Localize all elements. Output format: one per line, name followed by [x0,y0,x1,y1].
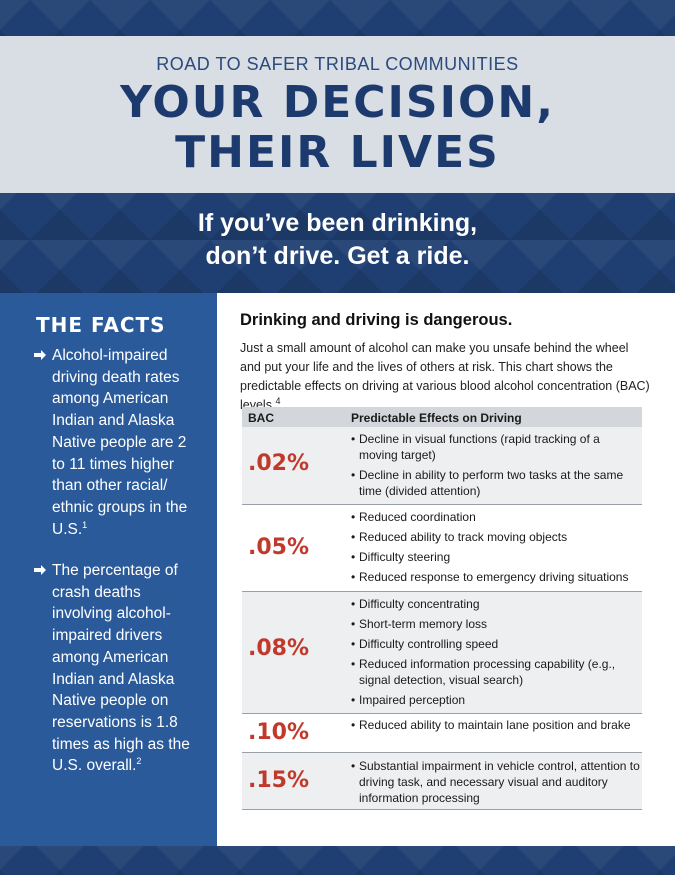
section-heading: Drinking and driving is dangerous. [240,311,513,329]
effect-item: Decline in ability to perform two tasks … [351,467,641,499]
bottom-band [0,846,675,875]
kicker-text: ROAD TO SAFER TRIBAL COMMUNITIES [156,54,519,74]
effect-item: Reduced information processing capabilit… [351,656,641,688]
effects-list: Decline in visual functions (rapid track… [351,431,641,503]
effects-list: Difficulty concentrating Short-term memo… [351,596,641,712]
intro-paragraph: Just a small amount of alcohol can make … [240,339,652,415]
fact-ref: 2 [136,756,142,767]
hand-pointer-icon [34,565,46,575]
fact-item: Alcohol-impaired driving death rates amo… [34,345,192,540]
table-row: .02% Decline in visual functions (rapid … [242,427,642,505]
main-content: Drinking and driving is dangerous. Just … [217,293,675,846]
fact-ref: 1 [82,519,88,530]
effect-item: Reduced ability to track moving objects [351,529,641,545]
table-row: .10% Reduced ability to maintain lane po… [242,714,642,753]
bac-value: .10% [248,720,310,745]
effect-item: Impaired perception [351,692,641,708]
fact-text: The percentage of crash deaths involving… [52,562,190,775]
effect-item: Difficulty controlling speed [351,636,641,652]
bac-effects-table: BAC Predictable Effects on Driving .02% … [242,407,642,810]
intro-ref: 4 [275,395,281,406]
headline-line-2: THEIR LIVES [175,127,500,178]
effects-list: Reduced ability to maintain lane positio… [351,717,641,737]
facts-title: THE FACTS [36,313,166,337]
tagline: If you’ve been drinking, don’t drive. Ge… [0,207,675,273]
fact-item: The percentage of crash deaths involving… [34,560,192,777]
effect-item: Difficulty concentrating [351,596,641,612]
bac-value: .15% [248,768,310,793]
column-header-effects: Predictable Effects on Driving [351,411,522,425]
effect-item: Reduced coordination [351,509,641,525]
bac-value: .08% [248,636,310,661]
column-header-bac: BAC [248,411,274,425]
intro-text: Just a small amount of alcohol can make … [240,341,650,412]
effect-item: Difficulty steering [351,549,641,565]
hand-pointer-icon [34,350,46,360]
effect-item: Reduced ability to maintain lane positio… [351,717,641,733]
effect-item: Short-term memory loss [351,616,641,632]
bac-value: .05% [248,535,310,560]
table-row: .15% Substantial impairment in vehicle c… [242,753,642,810]
title-banner: ROAD TO SAFER TRIBAL COMMUNITIES YOUR DE… [0,36,675,193]
bac-value: .02% [248,451,310,476]
headline-line-1: YOUR DECISION, [120,77,555,128]
headline: YOUR DECISION, THEIR LIVES [0,78,675,178]
effects-list: Reduced coordination Reduced ability to … [351,509,641,589]
table-header: BAC Predictable Effects on Driving [242,407,642,427]
tagline-line-1: If you’ve been drinking, [197,209,478,237]
fact-text: Alcohol-impaired driving death rates amo… [52,347,188,538]
table-row: .05% Reduced coordination Reduced abilit… [242,505,642,592]
effect-item: Decline in visual functions (rapid track… [351,431,641,463]
facts-sidebar: THE FACTS Alcohol-impaired driving death… [0,293,217,846]
effect-item: Reduced response to emergency driving si… [351,569,641,585]
effects-list: Substantial impairment in vehicle contro… [351,758,641,810]
table-row: .08% Difficulty concentrating Short-term… [242,592,642,714]
effect-item: Substantial impairment in vehicle contro… [351,758,641,806]
tagline-line-2: don’t drive. Get a ride. [205,242,470,270]
